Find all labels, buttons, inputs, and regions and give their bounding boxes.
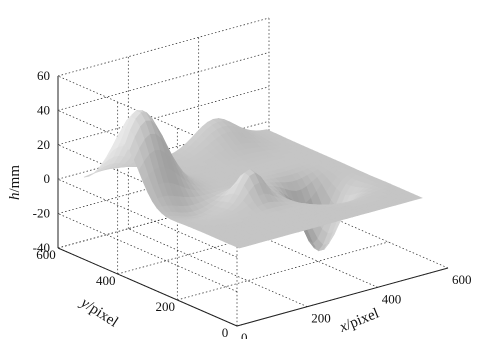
x-axis-label: x/pixel (337, 306, 382, 337)
grid-line (57, 86, 270, 146)
grid-line (177, 241, 389, 301)
y-tick-label: 0 (222, 325, 229, 339)
grid-line (57, 213, 238, 292)
axes-frame (57, 76, 449, 327)
grid-line (57, 52, 270, 111)
y-tick-label: 400 (96, 273, 116, 288)
grid-line (268, 189, 449, 269)
surface-mesh (83, 110, 423, 252)
z-tick-label: 40 (37, 102, 50, 117)
z-tick-label: -20 (33, 206, 50, 221)
x-tick-label: 0 (241, 330, 248, 339)
x-axis-line (236, 267, 449, 327)
y-tick-label: 200 (156, 299, 176, 314)
x-tick-label: 200 (311, 311, 331, 326)
grid-line (128, 228, 308, 308)
x-tick-label: 600 (452, 272, 472, 287)
y-axis-label: y/pixel (76, 294, 121, 331)
z-tick-label: 60 (37, 68, 50, 83)
surface-patch (411, 195, 423, 200)
grid-line (57, 17, 270, 77)
z-tick-label: 0 (44, 171, 51, 186)
grid-line (198, 208, 378, 288)
y-tick-label: 600 (36, 247, 56, 262)
x-tick-label: 400 (382, 291, 402, 306)
y-axis-line (57, 247, 238, 327)
z-tick-label: -40 (33, 240, 50, 255)
grid-line (57, 178, 238, 258)
z-tick-label: 20 (37, 137, 50, 152)
z-axis-label: h/mm (7, 165, 23, 200)
